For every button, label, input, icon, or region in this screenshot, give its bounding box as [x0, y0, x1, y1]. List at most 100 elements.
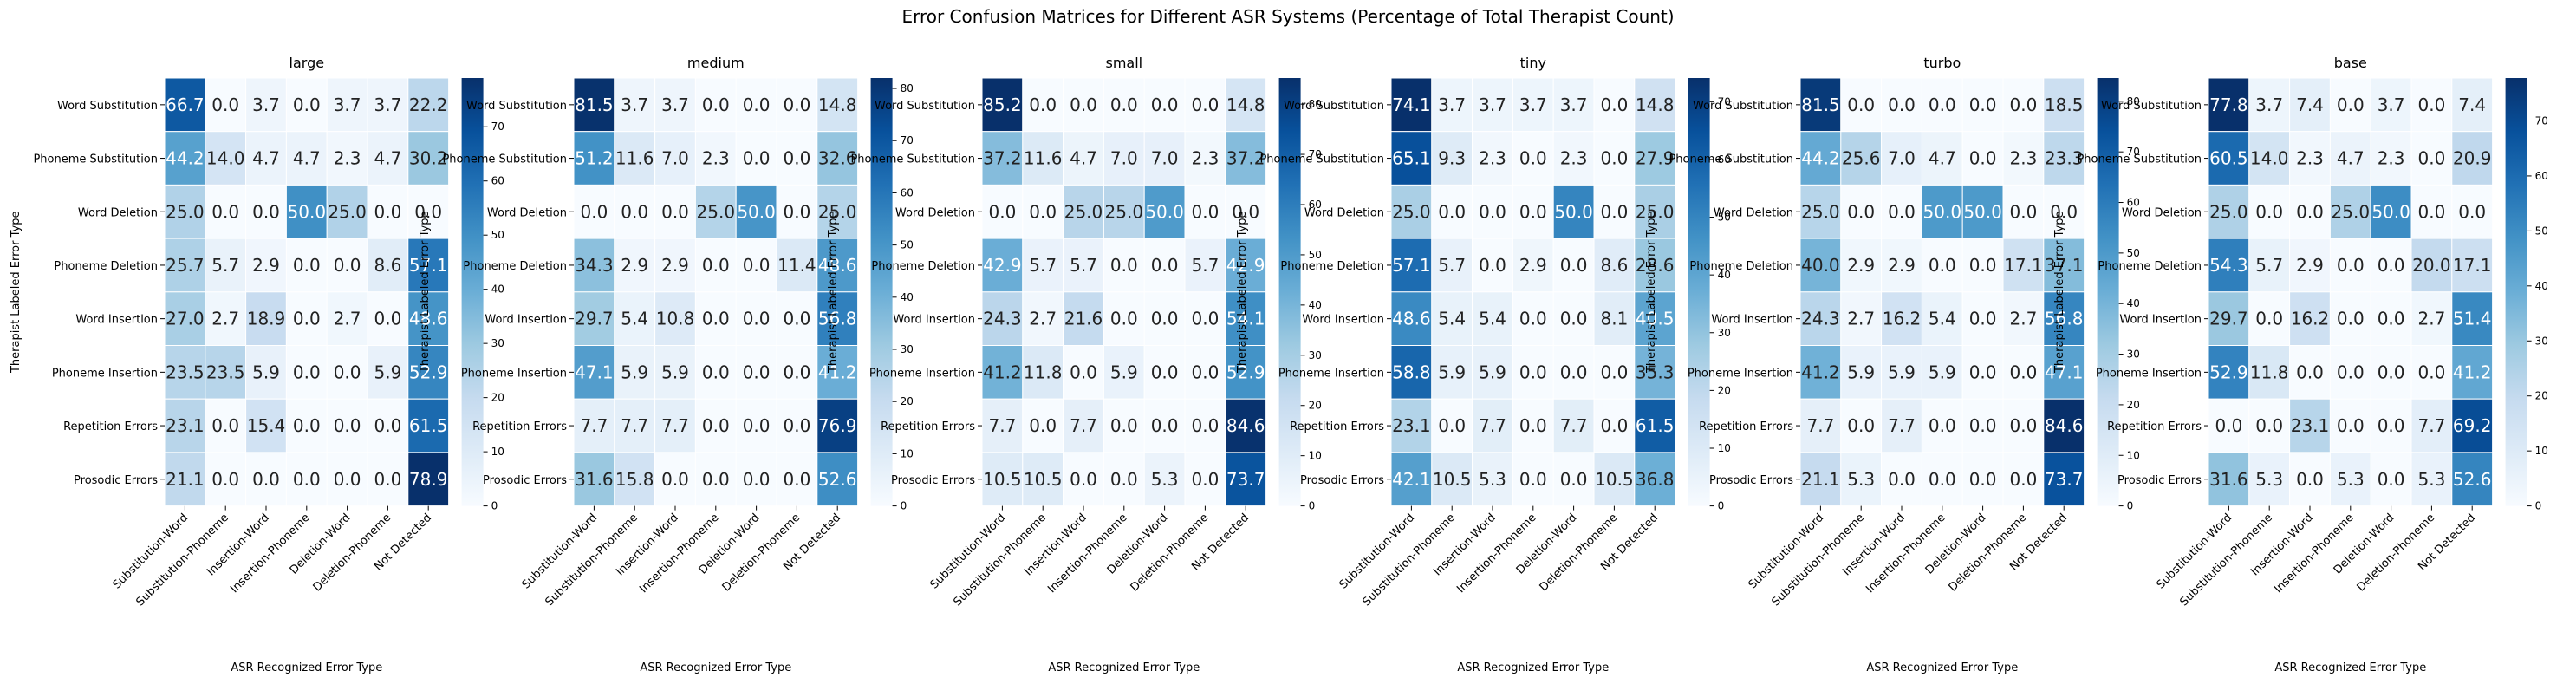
cell-value-label: 37.1 [2045, 255, 2084, 276]
colorbar-tick-label: 60 [1309, 199, 1322, 211]
cell-value-label: 5.7 [1070, 255, 1097, 276]
colorbar-tick-label: 10 [2535, 445, 2548, 457]
cell-value-label: 2.3 [1191, 148, 1219, 169]
cell-value-label: 0.0 [1191, 94, 1219, 115]
heatmap-cell [2410, 238, 2453, 293]
heatmap-cell [1634, 184, 1676, 239]
heatmap-cell [2370, 131, 2412, 186]
heatmap-cell [1552, 238, 1595, 293]
cell-value-label: 0.0 [1110, 469, 1138, 490]
cell-value-label: 29.7 [575, 309, 614, 329]
heatmap-cell [205, 184, 247, 239]
heatmap-cell [1593, 452, 1636, 507]
heatmap-cell [735, 238, 777, 293]
colorbar-tick-label: 60 [901, 186, 914, 199]
cell-value-label: 7.7 [1806, 415, 1834, 436]
y-axis-label: Therapist Labeled Error Type [827, 212, 840, 375]
y-tick-label: Word Substitution [57, 100, 158, 113]
colorbar-tick-label: 30 [2535, 335, 2548, 347]
cell-value-label: 0.0 [334, 255, 361, 276]
cell-value-label: 25.0 [2332, 201, 2371, 222]
y-tick-label: Word Deletion [2122, 206, 2202, 219]
cell-value-label: 7.7 [2417, 415, 2445, 436]
cell-value-label: 52.9 [1226, 362, 1265, 382]
x-axis-label: ASR Recognized Error Type [1048, 661, 1200, 674]
cell-value-label: 4.7 [374, 148, 401, 169]
cell-value-label: 0.0 [1151, 94, 1179, 115]
cell-value-label: 0.0 [334, 415, 361, 436]
cell-value-label: 5.7 [211, 255, 239, 276]
heatmap-cell [776, 131, 818, 186]
cell-value-label: 7.7 [580, 415, 608, 436]
cell-value-label: 23.1 [166, 415, 205, 436]
cell-value-label: 52.6 [818, 469, 857, 490]
cell-value-label: 0.0 [293, 309, 321, 329]
cell-value-label: 0.0 [1929, 255, 1956, 276]
cell-value-label: 5.9 [1888, 362, 1916, 382]
cell-value-label: 3.7 [2255, 94, 2283, 115]
heatmap-cell [816, 238, 859, 293]
heatmap-cell [1552, 345, 1595, 400]
heatmap-cell [407, 238, 450, 293]
cell-value-label: 0.0 [1070, 362, 1097, 382]
heatmap-cell [1881, 398, 1922, 453]
heatmap-cell [1143, 77, 1186, 133]
heatmap-cell [2043, 345, 2085, 400]
cell-value-label: 21.6 [1064, 309, 1103, 329]
cell-value-label: 0.0 [1888, 201, 1916, 222]
heatmap-cell [2370, 398, 2412, 453]
cell-value-label: 27.0 [166, 309, 205, 329]
heatmap-cell [1103, 238, 1145, 293]
y-tick-label: Phoneme Substitution [2077, 153, 2202, 166]
colorbar [2097, 78, 2119, 506]
heatmap-cell [2410, 291, 2453, 346]
heatmap-cell [2002, 184, 2045, 239]
heatmap-cell [1921, 345, 1963, 400]
heatmap-cell [1143, 452, 1186, 507]
cell-value-label: 0.0 [1029, 94, 1057, 115]
cell-value-label: 0.0 [1560, 362, 1588, 382]
heatmap-cell [1184, 238, 1226, 293]
heatmap-cell [1961, 452, 2004, 507]
cell-value-label: 25.7 [166, 255, 205, 276]
cell-value-label: 0.0 [1029, 415, 1057, 436]
cell-value-label: 0.0 [1929, 415, 1956, 436]
heatmap-cell [1512, 184, 1554, 239]
cell-value-label: 0.0 [334, 362, 361, 382]
heatmap-cell [573, 184, 615, 239]
colorbar-tick-label: 20 [2535, 390, 2548, 402]
heatmap-cell [1184, 291, 1226, 346]
heatmap-cell [2451, 452, 2494, 507]
y-tick-label: Prosodic Errors [74, 474, 158, 487]
heatmap-cell [1143, 184, 1186, 239]
panel-title: medium [687, 55, 745, 71]
cell-value-label: 29.7 [2209, 309, 2248, 329]
x-axis-label: ASR Recognized Error Type [1457, 661, 1609, 674]
cell-value-label: 0.0 [1110, 94, 1138, 115]
colorbar-tick-label: 30 [2127, 349, 2140, 361]
cell-value-label: 0.0 [783, 201, 810, 222]
cell-value-label: 0.0 [783, 309, 810, 329]
colorbar-tick-label: 50 [2127, 247, 2140, 259]
heatmap-cell [164, 398, 206, 453]
heatmap-cell [614, 452, 656, 507]
cell-value-label: 3.7 [1479, 94, 1506, 115]
heatmap-cell [1225, 291, 1267, 346]
cell-value-label: 0.0 [293, 94, 321, 115]
cell-value-label: 2.7 [2009, 309, 2037, 329]
heatmap-cell [614, 131, 656, 186]
cell-value-label: 0.0 [783, 148, 810, 169]
y-tick-label: Phoneme Deletion [54, 260, 158, 273]
colorbar-tick-label: 80 [1309, 98, 1322, 110]
cell-value-label: 2.7 [211, 309, 239, 329]
heatmap-cell [1634, 398, 1676, 453]
cell-value-label: 0.0 [1969, 255, 1997, 276]
heatmap-cell [326, 452, 368, 507]
heatmap-cell [1022, 398, 1064, 453]
heatmap-cell [245, 184, 287, 239]
cell-value-label: 5.9 [1438, 362, 1466, 382]
heatmap-cell [2248, 291, 2291, 346]
heatmap-cell [164, 452, 206, 507]
cell-value-label: 0.0 [2009, 469, 2037, 490]
heatmap-cell [1634, 238, 1676, 293]
